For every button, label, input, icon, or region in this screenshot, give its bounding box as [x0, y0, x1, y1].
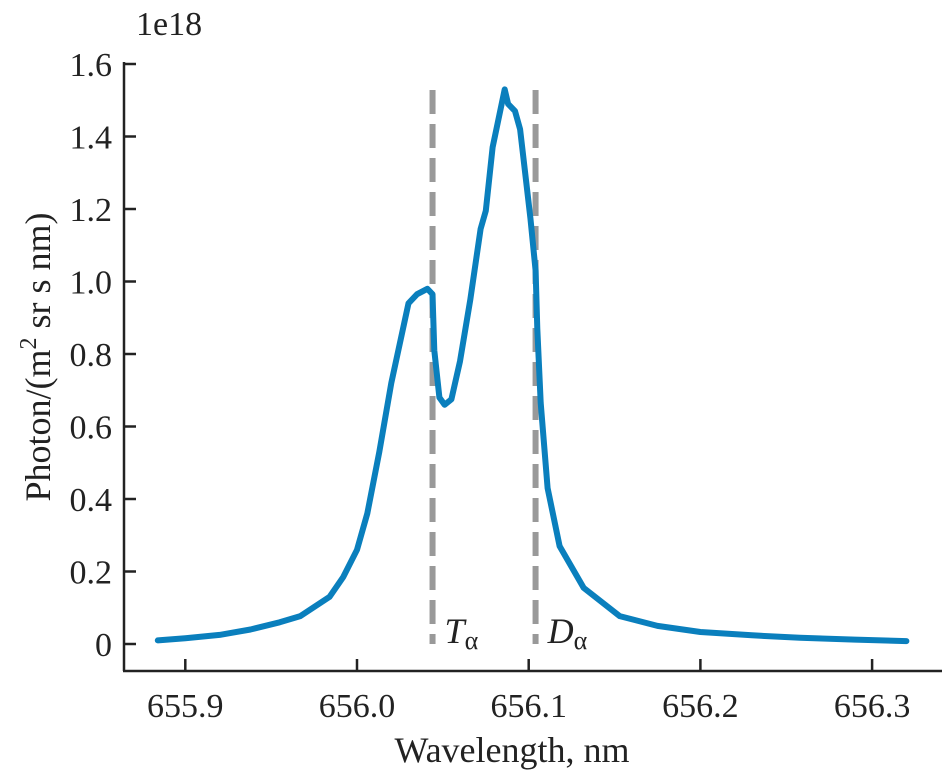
y-tick-label: 1.2 — [70, 192, 113, 229]
y-tick-label: 1.6 — [70, 47, 113, 84]
y-axis-title: Photon/(m2 sr s nm) — [16, 212, 58, 501]
vline-label: Dα — [547, 611, 588, 655]
x-axis-title: Wavelength, nm — [394, 730, 629, 770]
x-tick-label: 656.1 — [490, 688, 567, 725]
y-tick-label: 0.4 — [70, 482, 113, 519]
axes — [122, 62, 942, 673]
x-tick-label: 656.0 — [319, 688, 396, 725]
x-tick-label: 655.9 — [147, 688, 224, 725]
y-ticks: 0 0.2 0.4 0.6 0.8 1.0 1.2 1.4 1.6 — [70, 47, 136, 664]
x-tick-label: 656.3 — [834, 688, 911, 725]
y-tick-label: 0 — [95, 627, 112, 664]
x-tick-label: 656.2 — [662, 688, 739, 725]
y-tick-label: 1.0 — [70, 265, 113, 302]
y-tick-label: 0.8 — [70, 337, 113, 374]
series-line-spectrum — [154, 86, 910, 645]
reference-lines: Tα Dα — [429, 90, 588, 655]
y-tick-label: 0.6 — [70, 410, 113, 447]
y-tick-label: 1.4 — [70, 120, 113, 157]
x-ticks: 655.9 656.0 656.1 656.2 656.3 — [147, 659, 910, 725]
y-tick-label: 0.2 — [70, 555, 113, 592]
vline-label: Tα — [445, 611, 479, 655]
y-multiplier: 1e18 — [136, 6, 202, 43]
